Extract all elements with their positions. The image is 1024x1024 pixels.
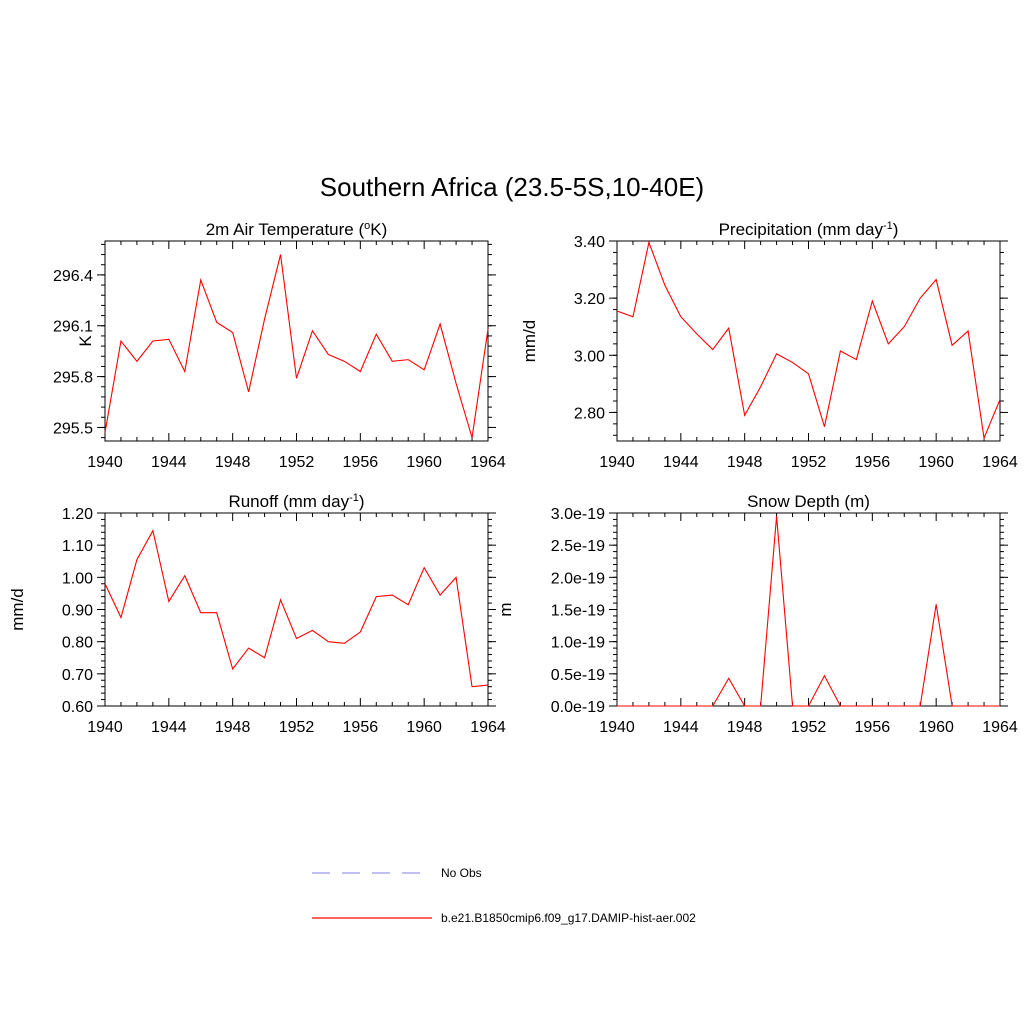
x-tick-label: 1964 xyxy=(470,454,506,471)
y-tick-label: 0.80 xyxy=(62,635,93,652)
x-tick-label: 1948 xyxy=(727,719,763,736)
x-tick-label: 1956 xyxy=(855,719,891,736)
x-tick-label: 1944 xyxy=(151,719,187,736)
y-tick-label: 1.20 xyxy=(62,506,93,523)
x-tick-label: 1960 xyxy=(406,719,442,736)
panel-title: Snow Depth (m) xyxy=(747,492,870,511)
plot-frame xyxy=(616,512,1001,707)
y-tick-label: 0.0e-19 xyxy=(551,699,605,716)
x-tick-label: 1944 xyxy=(663,719,699,736)
y-axis-label: K xyxy=(76,335,95,347)
plot-frame xyxy=(616,240,1001,442)
y-tick-label: 0.60 xyxy=(62,699,93,716)
series-line xyxy=(104,254,489,438)
y-tick-label: 2.0e-19 xyxy=(551,570,605,587)
y-axis-label: mm/d xyxy=(8,588,27,631)
plot-frame xyxy=(104,240,489,442)
y-tick-label: 1.0e-19 xyxy=(551,635,605,652)
x-tick-label: 1940 xyxy=(599,454,635,471)
y-tick-label: 3.00 xyxy=(574,348,605,365)
x-tick-label: 1940 xyxy=(87,719,123,736)
y-tick-label: 295.5 xyxy=(53,420,93,437)
series-line xyxy=(616,240,1001,441)
x-tick-label: 1956 xyxy=(343,719,379,736)
x-tick-label: 1952 xyxy=(279,719,315,736)
x-tick-label: 1960 xyxy=(406,454,442,471)
figure-title: Southern Africa (23.5-5S,10-40E) xyxy=(320,172,704,202)
x-tick-label: 1964 xyxy=(470,719,506,736)
chart-panels: 2m Air Temperature (oK) 1940 1944 1948 1952 1… xyxy=(8,220,1018,736)
chart-panel-3: Runoff (mm day-1) 1940 1944 1948 1952 1956 196… xyxy=(8,492,506,736)
y-tick-label: 0.5e-19 xyxy=(551,667,605,684)
series-line xyxy=(617,516,1000,707)
x-tick-label: 1952 xyxy=(791,719,827,736)
y-tick-label: 1.10 xyxy=(62,538,93,555)
x-tick-label: 1940 xyxy=(599,719,635,736)
y-tick-label: 295.8 xyxy=(53,370,93,387)
y-axis-label: mm/d xyxy=(520,320,539,363)
x-tick-label: 1964 xyxy=(982,454,1018,471)
chart-panel-1: 2m Air Temperature (oK) 1940 1944 1948 1952 1… xyxy=(53,220,506,471)
x-tick-label: 1956 xyxy=(855,454,891,471)
x-tick-label: 1952 xyxy=(791,454,827,471)
y-tick-label: 296.4 xyxy=(53,268,93,285)
y-tick-label: 0.90 xyxy=(62,603,93,620)
legend-obs-label: No Obs xyxy=(441,866,482,880)
x-tick-label: 1948 xyxy=(215,454,251,471)
plot-frame xyxy=(104,512,489,707)
series-line xyxy=(104,529,489,688)
y-tick-label: 1.5e-19 xyxy=(551,603,605,620)
x-tick-label: 1944 xyxy=(151,454,187,471)
y-tick-label: 296.1 xyxy=(53,319,93,336)
y-tick-label: 2.5e-19 xyxy=(551,538,605,555)
y-tick-label: 3.40 xyxy=(574,234,605,251)
chart-panel-2: Precipitation (mm day-1) 1940 1944 1948 1952… xyxy=(520,220,1018,471)
y-tick-label: 2.80 xyxy=(574,405,605,422)
x-tick-label: 1952 xyxy=(279,454,315,471)
x-tick-label: 1960 xyxy=(918,719,954,736)
x-tick-label: 1948 xyxy=(215,719,251,736)
panel-title: Precipitation (mm day-1) xyxy=(719,220,899,239)
x-tick-label: 1956 xyxy=(343,454,379,471)
y-tick-label: 0.70 xyxy=(62,667,93,684)
x-tick-label: 1940 xyxy=(87,454,123,471)
x-tick-label: 1964 xyxy=(982,719,1018,736)
chart-panel-4: Snow Depth (m) 1940 1944 1948 1952 1956 1960 19… xyxy=(496,492,1018,736)
panel-title: Runoff (mm day-1) xyxy=(228,492,364,511)
legend-model-label: b.e21.B1850cmip6.f09_g17.DAMIP-hist-aer.… xyxy=(441,911,696,925)
panel-title: 2m Air Temperature (oK) xyxy=(206,220,388,239)
legend: No Obs b.e21.B1850cmip6.f09_g17.DAMIP-hi… xyxy=(312,866,696,925)
x-tick-label: 1944 xyxy=(663,454,699,471)
y-axis-label: m xyxy=(496,602,515,616)
y-tick-label: 3.20 xyxy=(574,291,605,308)
y-tick-label: 1.00 xyxy=(62,570,93,587)
x-tick-label: 1948 xyxy=(727,454,763,471)
x-tick-label: 1960 xyxy=(918,454,954,471)
y-tick-label: 3.0e-19 xyxy=(551,506,605,523)
